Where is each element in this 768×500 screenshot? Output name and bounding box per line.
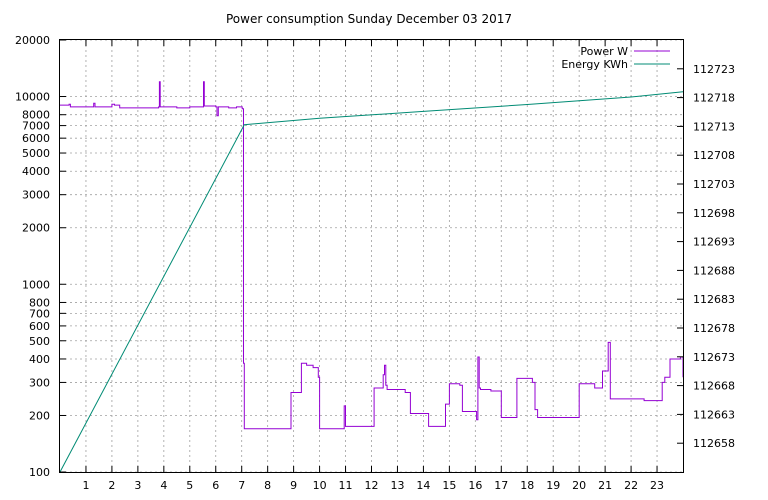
y-left-tick-label: 5000 <box>22 147 50 160</box>
x-tick-label: 5 <box>186 479 193 492</box>
y-left-tick-label: 10000 <box>15 91 50 104</box>
x-tick-label: 20 <box>572 479 586 492</box>
x-tick-label: 19 <box>546 479 560 492</box>
x-tick-label: 15 <box>442 479 456 492</box>
x-tick-label: 22 <box>624 479 638 492</box>
x-tick-label: 12 <box>365 479 379 492</box>
y-right-tick-label: 112693 <box>693 236 735 249</box>
x-tick-label: 6 <box>212 479 219 492</box>
y-right-tick-label: 112673 <box>693 351 735 364</box>
legend-label-energy: Energy KWh <box>561 58 628 71</box>
y-right-tick-label: 112663 <box>693 408 735 421</box>
y-right-tick-label: 112688 <box>693 264 735 277</box>
x-tick-label: 17 <box>494 479 508 492</box>
y-left-tick-label: 6000 <box>22 132 50 145</box>
y-right-tick-label: 112708 <box>693 149 735 162</box>
y-left-tick-label: 100 <box>29 466 50 479</box>
y-right-tick-label: 112658 <box>693 437 735 450</box>
y-right-tick-label: 112723 <box>693 63 735 76</box>
y-left-tick-label: 300 <box>29 376 50 389</box>
plot-frame <box>59 39 684 473</box>
power-w-series-line <box>60 81 684 430</box>
x-tick-label: 23 <box>650 479 664 492</box>
y-left-tick-label: 400 <box>29 353 50 366</box>
x-tick-label: 2 <box>108 479 115 492</box>
x-tick-label: 13 <box>390 479 404 492</box>
y-right-tick-label: 112668 <box>693 380 735 393</box>
x-tick-label: 9 <box>290 479 297 492</box>
y-right-tick-label: 112713 <box>693 120 735 133</box>
y-left-tick-label: 2000 <box>22 222 50 235</box>
series-lines <box>59 81 684 473</box>
y-left-tick-label: 500 <box>29 335 50 348</box>
y-left-tick-label: 800 <box>29 296 50 309</box>
axis-ticks: 1 2 3 4 5 6 7 8 9 10 11 12 13 14 15 16 17 18 19 20 21 22 23100… <box>15 34 735 492</box>
y-right-tick-label: 112718 <box>693 92 735 105</box>
y-right-tick-label: 112683 <box>693 293 735 306</box>
x-tick-label: 14 <box>416 479 430 492</box>
chart-title: Power consumption Sunday December 03 201… <box>226 12 512 26</box>
legend-label-power: Power W <box>580 45 628 58</box>
y-left-tick-label: 4000 <box>22 165 50 178</box>
grid-lines <box>60 39 683 473</box>
x-tick-label: 4 <box>160 479 167 492</box>
y-left-tick-label: 200 <box>29 409 50 422</box>
y-left-tick-label: 8000 <box>22 109 50 122</box>
x-tick-label: 11 <box>339 479 353 492</box>
x-tick-label: 16 <box>468 479 482 492</box>
y-right-tick-label: 112703 <box>693 178 735 191</box>
x-tick-label: 1 <box>82 479 89 492</box>
legend: Power W Energy KWh <box>561 45 670 71</box>
y-left-tick-label: 600 <box>29 320 50 333</box>
y-right-tick-label: 112698 <box>693 207 735 220</box>
y-left-tick-label: 3000 <box>22 189 50 202</box>
energy-kwh-series-line <box>59 91 684 473</box>
x-tick-label: 8 <box>264 479 271 492</box>
y-right-tick-label: 112678 <box>693 322 735 335</box>
y-left-tick-label: 700 <box>29 307 50 320</box>
y-left-tick-label: 20000 <box>15 34 50 47</box>
x-tick-label: 7 <box>238 479 245 492</box>
y-left-tick-label: 1000 <box>22 278 50 291</box>
y-left-tick-label: 7000 <box>22 120 50 133</box>
x-tick-label: 21 <box>598 479 612 492</box>
x-tick-label: 3 <box>134 479 141 492</box>
x-tick-label: 18 <box>520 479 534 492</box>
x-tick-label: 10 <box>313 479 327 492</box>
